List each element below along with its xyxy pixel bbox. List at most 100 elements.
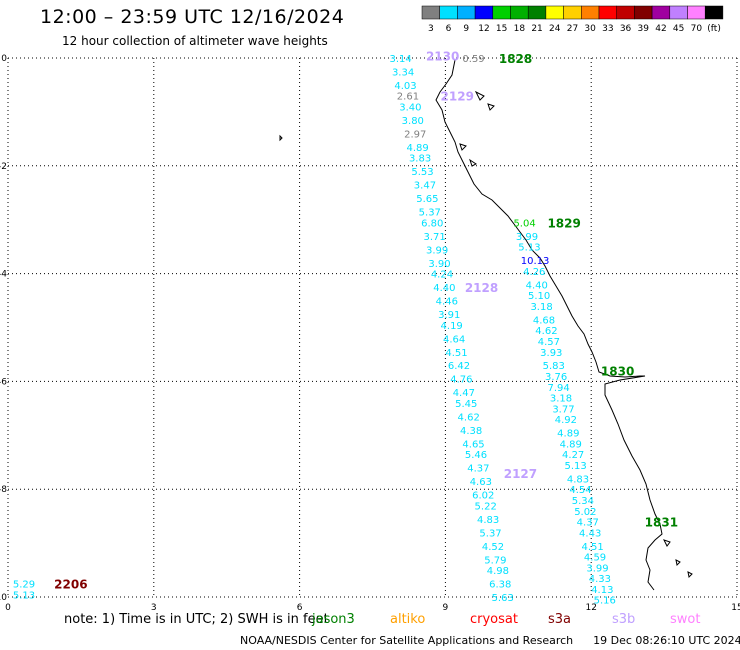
wave-height-value: 5.13 <box>13 590 35 601</box>
mission-label: s3a <box>548 612 572 627</box>
wave-height-value: 4.51 <box>581 542 603 553</box>
wave-height-value: 3.91 <box>438 310 460 321</box>
wave-height-value: 4.13 <box>591 585 613 596</box>
wave-height-value: 5.29 <box>13 580 35 591</box>
legend-swatch <box>492 5 511 20</box>
wave-height-value: 5.45 <box>455 399 477 410</box>
footer-note: note: 1) Time is in UTC; 2) SWH is in fe… <box>64 612 329 627</box>
wave-height-value: 3.80 <box>402 116 424 127</box>
wave-height-value: 5.10 <box>528 291 550 302</box>
wave-height-value: 3.47 <box>414 181 436 192</box>
wave-height-labels: 3.143.344.032.613.403.802.974.893.835.53… <box>13 54 616 607</box>
x-tick-label: 6 <box>297 603 303 613</box>
mission-label: s3b <box>612 612 636 627</box>
pass-label: 2206 <box>54 578 87 592</box>
legend-label: 70 <box>691 24 703 34</box>
wave-height-value: 5.34 <box>572 496 594 507</box>
x-tick-label: 3 <box>151 603 157 613</box>
wave-height-value: 4.54 <box>569 485 591 496</box>
wave-height-value: 4.38 <box>460 426 482 437</box>
y-tick-label: -10 <box>0 593 7 603</box>
pass-label: 2127 <box>504 467 537 481</box>
mission-label: jason3 <box>312 612 355 627</box>
timestamp: 19 Dec 08:26:10 UTC 2024 <box>593 634 740 647</box>
pass-label: 2129 <box>441 90 474 104</box>
legend-swatch <box>474 5 494 20</box>
wave-height-value: 4.37 <box>577 518 599 529</box>
wave-height-value: 4.76 <box>450 375 472 386</box>
wave-height-value: 4.57 <box>538 337 560 348</box>
wave-height-value: 4.68 <box>533 315 555 326</box>
wave-height-value: 3.71 <box>424 232 446 243</box>
wave-height-value: 2.61 <box>397 92 419 103</box>
wave-height-value: 2.97 <box>404 129 426 140</box>
legend-swatch <box>581 5 600 20</box>
legend-label: 21 <box>531 24 542 34</box>
legend-label: 12 <box>478 24 489 34</box>
credit-text: NOAA/NESDIS Center for Satellite Applica… <box>240 634 574 647</box>
wave-height-value: 3.93 <box>540 348 562 359</box>
wave-height-value: 6.42 <box>448 361 470 372</box>
wave-height-value: 3.77 <box>552 404 574 415</box>
wave-height-value: 5.02 <box>574 507 596 518</box>
coastline <box>279 59 693 591</box>
legend-swatch <box>669 5 688 20</box>
y-tick-label: -6 <box>0 377 7 387</box>
legend-swatch <box>563 5 582 20</box>
legend-swatch <box>545 5 564 20</box>
map-subtitle: 12 hour collection of altimeter wave hei… <box>62 34 328 48</box>
wave-height-value: 5.65 <box>416 194 438 205</box>
mission-label: altiko <box>390 612 426 627</box>
x-tick-label: 0 <box>5 603 11 613</box>
legend-label: 3 <box>428 24 434 34</box>
legend-swatch <box>510 5 529 20</box>
color-legend: 3 6 9 12 15 18 21 24 27 30 33 36 39 42 45 70 (ft) <box>421 5 724 34</box>
y-tick-label: -4 <box>0 270 7 280</box>
legend-label: 39 <box>638 24 650 34</box>
wave-height-value: 4.92 <box>555 415 577 426</box>
pass-label: 2130 <box>426 49 459 63</box>
wave-height-value: 4.24 <box>431 270 453 281</box>
pass-label: 1831 <box>645 516 678 530</box>
legend-label: 42 <box>655 24 666 34</box>
y-tick-label: 0 <box>1 54 7 64</box>
legend-unit: (ft) <box>707 24 721 34</box>
legend-swatch <box>616 5 635 20</box>
x-tick-label: 12 <box>585 603 596 613</box>
wave-height-value: 4.19 <box>441 321 463 332</box>
legend-label: 24 <box>549 24 561 34</box>
wave-height-value: 3.99 <box>586 563 608 574</box>
wave-height-value: 5.04 <box>513 218 535 229</box>
wave-height-value: 4.52 <box>482 542 504 553</box>
wave-height-value: 4.64 <box>443 334 465 345</box>
wave-height-value: 5.13 <box>564 461 586 472</box>
wave-height-value: 4.47 <box>453 388 475 399</box>
wave-height-value: 4.62 <box>458 412 480 423</box>
wave-height-value: 4.51 <box>445 348 467 359</box>
pass-label: 2128 <box>465 281 498 295</box>
mission-label: swot <box>670 612 701 627</box>
wave-height-value: 4.83 <box>567 474 589 485</box>
island-path <box>279 90 693 579</box>
wave-height-value: 5.13 <box>518 243 540 254</box>
map-title: 12:00 – 23:59 UTC 12/16/2024 <box>40 6 345 28</box>
legend-swatch <box>651 5 671 20</box>
legend-label: 36 <box>620 24 632 34</box>
wave-height-value: 5.16 <box>594 596 616 607</box>
legend-label: 30 <box>584 24 596 34</box>
wave-height-value: 3.99 <box>516 232 538 243</box>
wave-height-value: 3.18 <box>530 302 552 313</box>
wave-height-value: 4.63 <box>470 477 492 488</box>
wave-height-value: 4.83 <box>477 515 499 526</box>
legend-label: 27 <box>567 24 578 34</box>
wave-height-value: 5.37 <box>479 528 501 539</box>
pass-labels: 2130 1828 2129 1829 2128 1830 2127 1831 2206 <box>54 49 678 591</box>
wave-height-value: 4.37 <box>467 464 489 475</box>
wave-height-value: 3.40 <box>399 103 421 114</box>
wave-height-value: 5.53 <box>411 167 433 178</box>
y-tick-label: -8 <box>0 485 7 495</box>
wave-height-value: 5.46 <box>465 450 487 461</box>
wave-height-value: 4.33 <box>589 574 611 585</box>
wave-height-value: 4.98 <box>487 566 509 577</box>
